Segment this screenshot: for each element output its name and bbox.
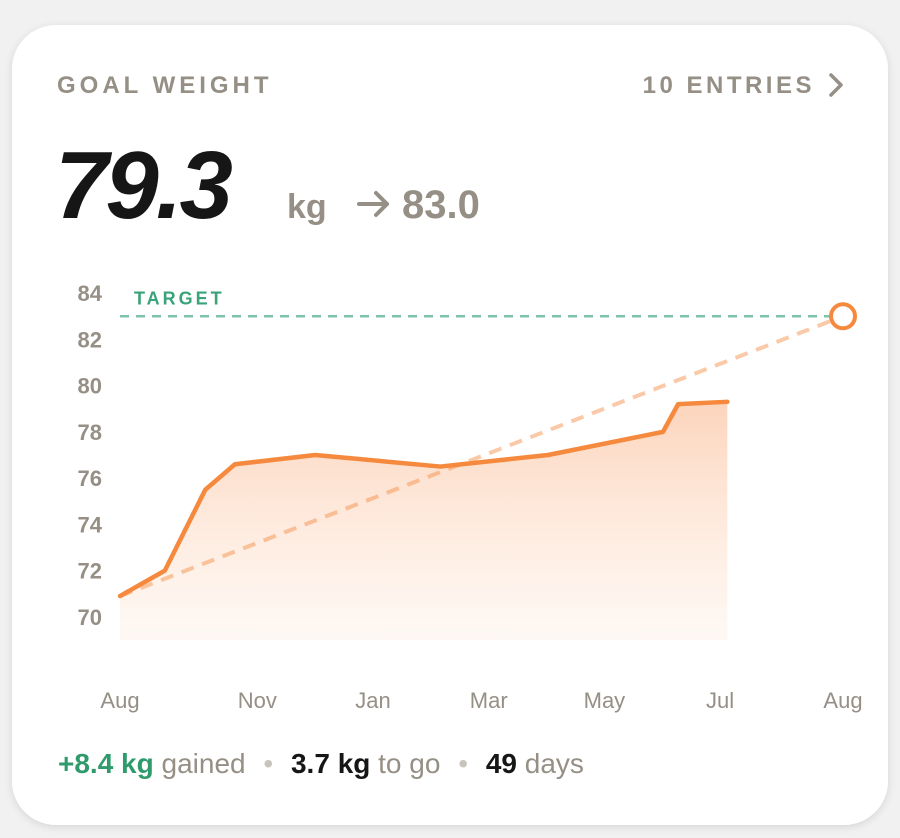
weight-line: [117, 399, 730, 599]
y-tick-label: 76: [78, 466, 102, 491]
chevron[interactable]: [829, 73, 843, 97]
goal-weight: 83.0: [402, 183, 480, 227]
card-title: GOAL WEIGHT: [57, 72, 273, 99]
gained-value: +8.4 kg: [58, 748, 154, 779]
arrow: [357, 191, 389, 217]
to-go-text: to go: [378, 748, 440, 779]
y-tick-label: 80: [78, 374, 102, 399]
x-tick-label: Nov: [238, 688, 277, 713]
y-tick-label: 84: [78, 281, 103, 306]
y-tick-label: 82: [78, 327, 102, 352]
separator: •: [263, 748, 273, 779]
entries-link[interactable]: 10 ENTRIES: [643, 72, 843, 99]
x-tick-label: Mar: [470, 688, 508, 713]
unit: kg: [287, 188, 327, 226]
x-tick-label: Aug: [823, 688, 862, 713]
x-tick-label: Aug: [100, 688, 139, 713]
projection-line: [119, 314, 844, 598]
y-tick-label: 74: [78, 512, 103, 537]
entries-count[interactable]: 10 ENTRIES: [643, 72, 815, 99]
days-value: 49: [486, 748, 517, 779]
current-weight: 79.3: [55, 132, 232, 239]
gained-text: gained: [162, 748, 246, 779]
target-point: [829, 302, 857, 331]
y-tick-label: 70: [78, 605, 102, 630]
x-tick-label: Jan: [355, 688, 390, 713]
target-label: TARGET: [134, 288, 225, 308]
separator: •: [458, 748, 468, 779]
days-text: days: [525, 748, 584, 779]
y-tick-label: 78: [78, 420, 102, 445]
summary: +8.4 kg gained • 3.7 kg to go • 49 days: [58, 748, 584, 779]
x-tick-label: May: [584, 688, 626, 713]
to-go-value: 3.7 kg: [291, 748, 370, 779]
x-tick-label: Jul: [706, 688, 734, 713]
y-tick-label: 72: [78, 559, 102, 584]
